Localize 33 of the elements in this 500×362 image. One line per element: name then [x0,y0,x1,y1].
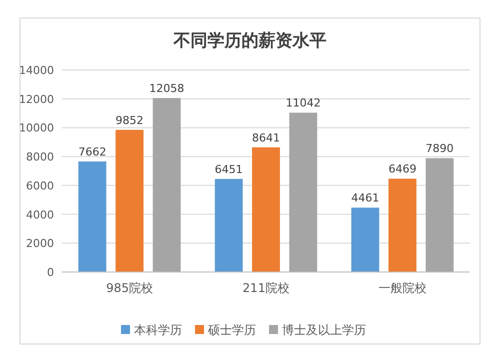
bar [252,147,280,272]
data-label: 8641 [252,131,280,144]
bar [152,98,181,272]
data-label: 12058 [149,82,184,96]
bar [388,178,416,272]
data-label: 9852 [116,114,144,127]
bar [116,130,144,272]
legend-label: 本科学历 [134,323,182,337]
y-tick-label: 4000 [26,208,54,222]
legend-label: 博士及以上学历 [282,323,366,337]
data-label: 11042 [286,96,321,110]
y-tick-label: 10000 [19,122,54,135]
bar [351,208,380,272]
x-tick-label: 一般院校 [378,281,426,295]
bar [426,158,454,272]
data-label: 6451 [214,162,243,176]
x-tick-label: 985院校 [106,281,153,295]
y-tick-label: 8000 [26,150,54,164]
x-tick-label: 211院校 [242,281,290,295]
data-label: 6469 [388,162,416,176]
bar [289,112,318,272]
legend-label: 硕士学历 [207,323,256,337]
chart-title: 不同学历的薪资水平 [172,31,326,51]
data-label: 7890 [426,142,454,156]
y-tick-label: 14000 [19,64,54,77]
bar [214,178,243,272]
data-label: 4461 [351,192,380,205]
y-tick-label: 2000 [26,237,54,250]
y-tick-label: 12000 [19,92,54,106]
bar [78,161,106,272]
y-tick-label: 0 [47,266,54,279]
data-label: 7662 [78,145,106,158]
y-tick-label: 6000 [26,179,54,192]
